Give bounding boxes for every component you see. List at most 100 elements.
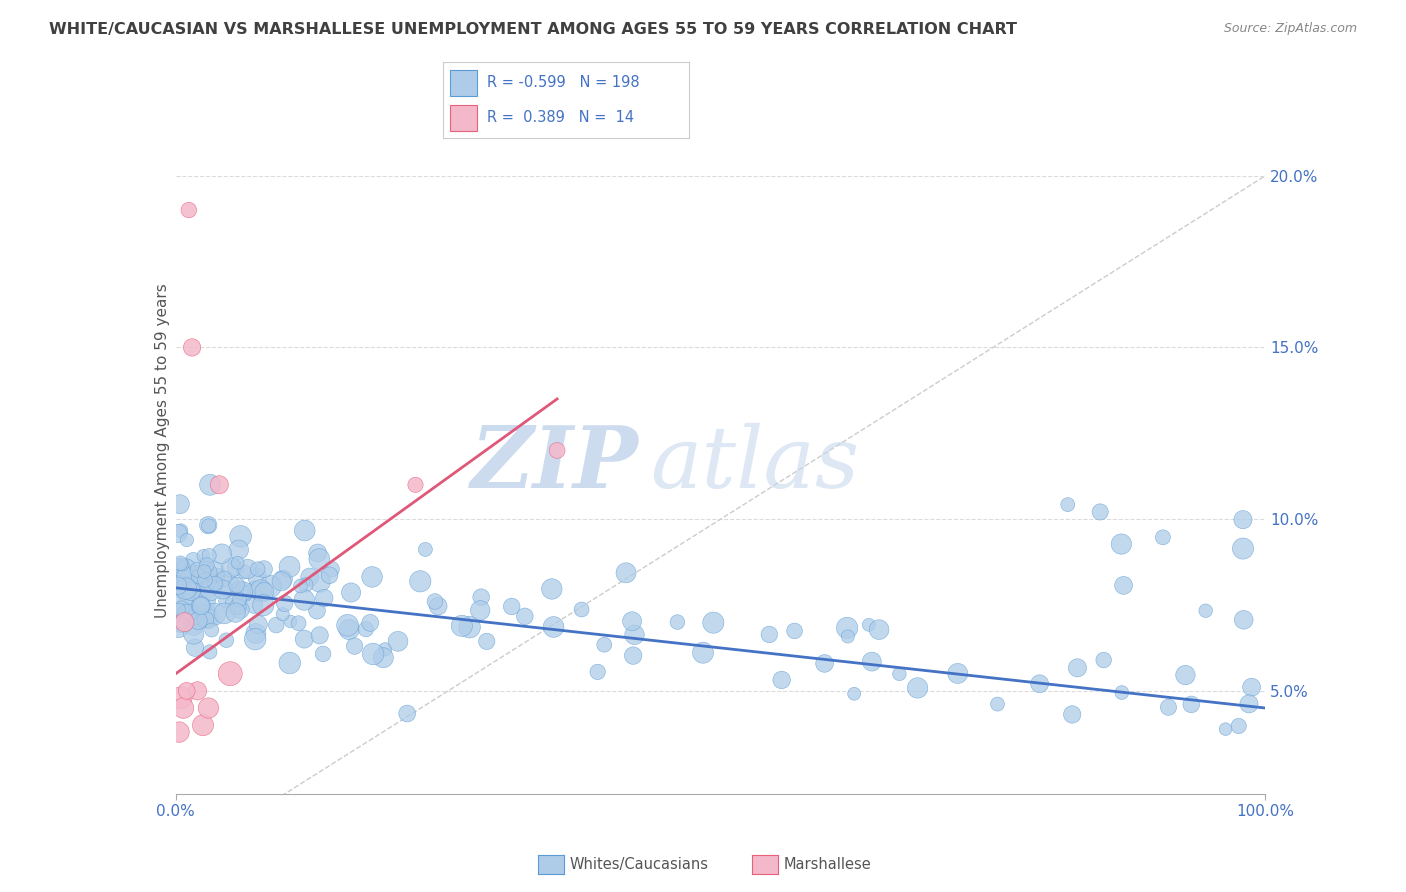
Point — [173, 615, 195, 630]
Point — [373, 650, 395, 665]
Point — [169, 566, 191, 580]
Point — [1195, 604, 1218, 618]
Point — [308, 552, 330, 566]
Point — [208, 568, 231, 582]
Point — [190, 599, 212, 613]
Point — [278, 559, 301, 574]
Point — [702, 615, 724, 630]
Point — [208, 478, 231, 492]
Point — [167, 611, 190, 625]
Point — [181, 553, 204, 567]
Point — [858, 617, 880, 632]
Point — [340, 585, 363, 599]
Point — [190, 599, 212, 613]
Point — [198, 549, 221, 563]
Point — [308, 628, 330, 642]
Point — [308, 574, 330, 589]
Point — [169, 497, 191, 511]
Point — [295, 578, 318, 592]
Point — [586, 665, 609, 679]
Point — [543, 620, 565, 634]
Point — [246, 562, 269, 576]
Point — [214, 572, 236, 586]
Point — [177, 606, 200, 620]
Point — [167, 579, 190, 593]
Point — [169, 556, 191, 570]
Point — [176, 561, 198, 575]
Point — [225, 606, 247, 620]
Point — [889, 666, 911, 681]
Text: WHITE/CAUCASIAN VS MARSHALLESE UNEMPLOYMENT AMONG AGES 55 TO 59 YEARS CORRELATIO: WHITE/CAUCASIAN VS MARSHALLESE UNEMPLOYM… — [49, 22, 1017, 37]
Point — [228, 592, 250, 607]
Point — [1111, 685, 1133, 699]
Point — [176, 596, 198, 610]
Point — [470, 603, 492, 617]
Point — [250, 583, 273, 598]
Point — [197, 612, 219, 626]
Point — [343, 639, 366, 653]
Point — [247, 617, 270, 632]
Point — [374, 642, 396, 657]
Point — [167, 526, 190, 541]
Point — [180, 605, 202, 619]
Point — [219, 666, 242, 681]
Point — [221, 560, 243, 574]
Point — [298, 570, 321, 584]
Point — [214, 594, 236, 608]
Point — [174, 582, 197, 596]
Point — [183, 570, 205, 584]
Point — [173, 584, 195, 599]
Point — [167, 602, 190, 616]
Point — [225, 578, 247, 592]
Point — [409, 574, 432, 589]
Point — [470, 590, 492, 604]
Point — [253, 562, 276, 576]
Point — [170, 601, 193, 615]
Point — [205, 577, 228, 591]
Bar — [450, 105, 478, 130]
Point — [458, 620, 481, 634]
Point — [181, 340, 204, 354]
Point — [354, 622, 377, 636]
Point — [184, 640, 207, 655]
Point — [253, 584, 276, 599]
Point — [211, 547, 233, 561]
Point — [305, 604, 328, 618]
Point — [758, 627, 780, 641]
Point — [170, 524, 193, 538]
Point — [211, 582, 233, 597]
Point — [198, 645, 221, 659]
Point — [337, 623, 360, 637]
Point — [201, 623, 224, 637]
Point — [405, 478, 427, 492]
Point — [546, 443, 568, 458]
Text: Whites/Caucasians: Whites/Caucasians — [569, 857, 709, 871]
Point — [1232, 513, 1254, 527]
Point — [197, 519, 219, 533]
Point — [868, 623, 890, 637]
Point — [264, 618, 287, 632]
Point — [170, 615, 193, 629]
Point — [186, 683, 209, 698]
Point — [191, 718, 214, 732]
Text: Source: ZipAtlas.com: Source: ZipAtlas.com — [1223, 22, 1357, 36]
Point — [193, 565, 215, 579]
Point — [273, 596, 295, 610]
Text: R =  0.389   N =  14: R = 0.389 N = 14 — [486, 111, 634, 125]
Y-axis label: Unemployment Among Ages 55 to 59 years: Unemployment Among Ages 55 to 59 years — [155, 283, 170, 618]
Point — [200, 583, 222, 598]
Point — [181, 609, 204, 624]
Point — [623, 628, 645, 642]
Point — [226, 599, 249, 614]
Point — [233, 565, 256, 579]
Point — [172, 558, 194, 572]
Point — [186, 608, 208, 623]
Point — [361, 570, 384, 584]
Point — [195, 558, 218, 572]
Point — [321, 562, 343, 576]
Point — [1088, 505, 1111, 519]
Point — [312, 647, 335, 661]
Point — [314, 591, 336, 605]
Point — [593, 638, 616, 652]
Point — [770, 673, 793, 687]
